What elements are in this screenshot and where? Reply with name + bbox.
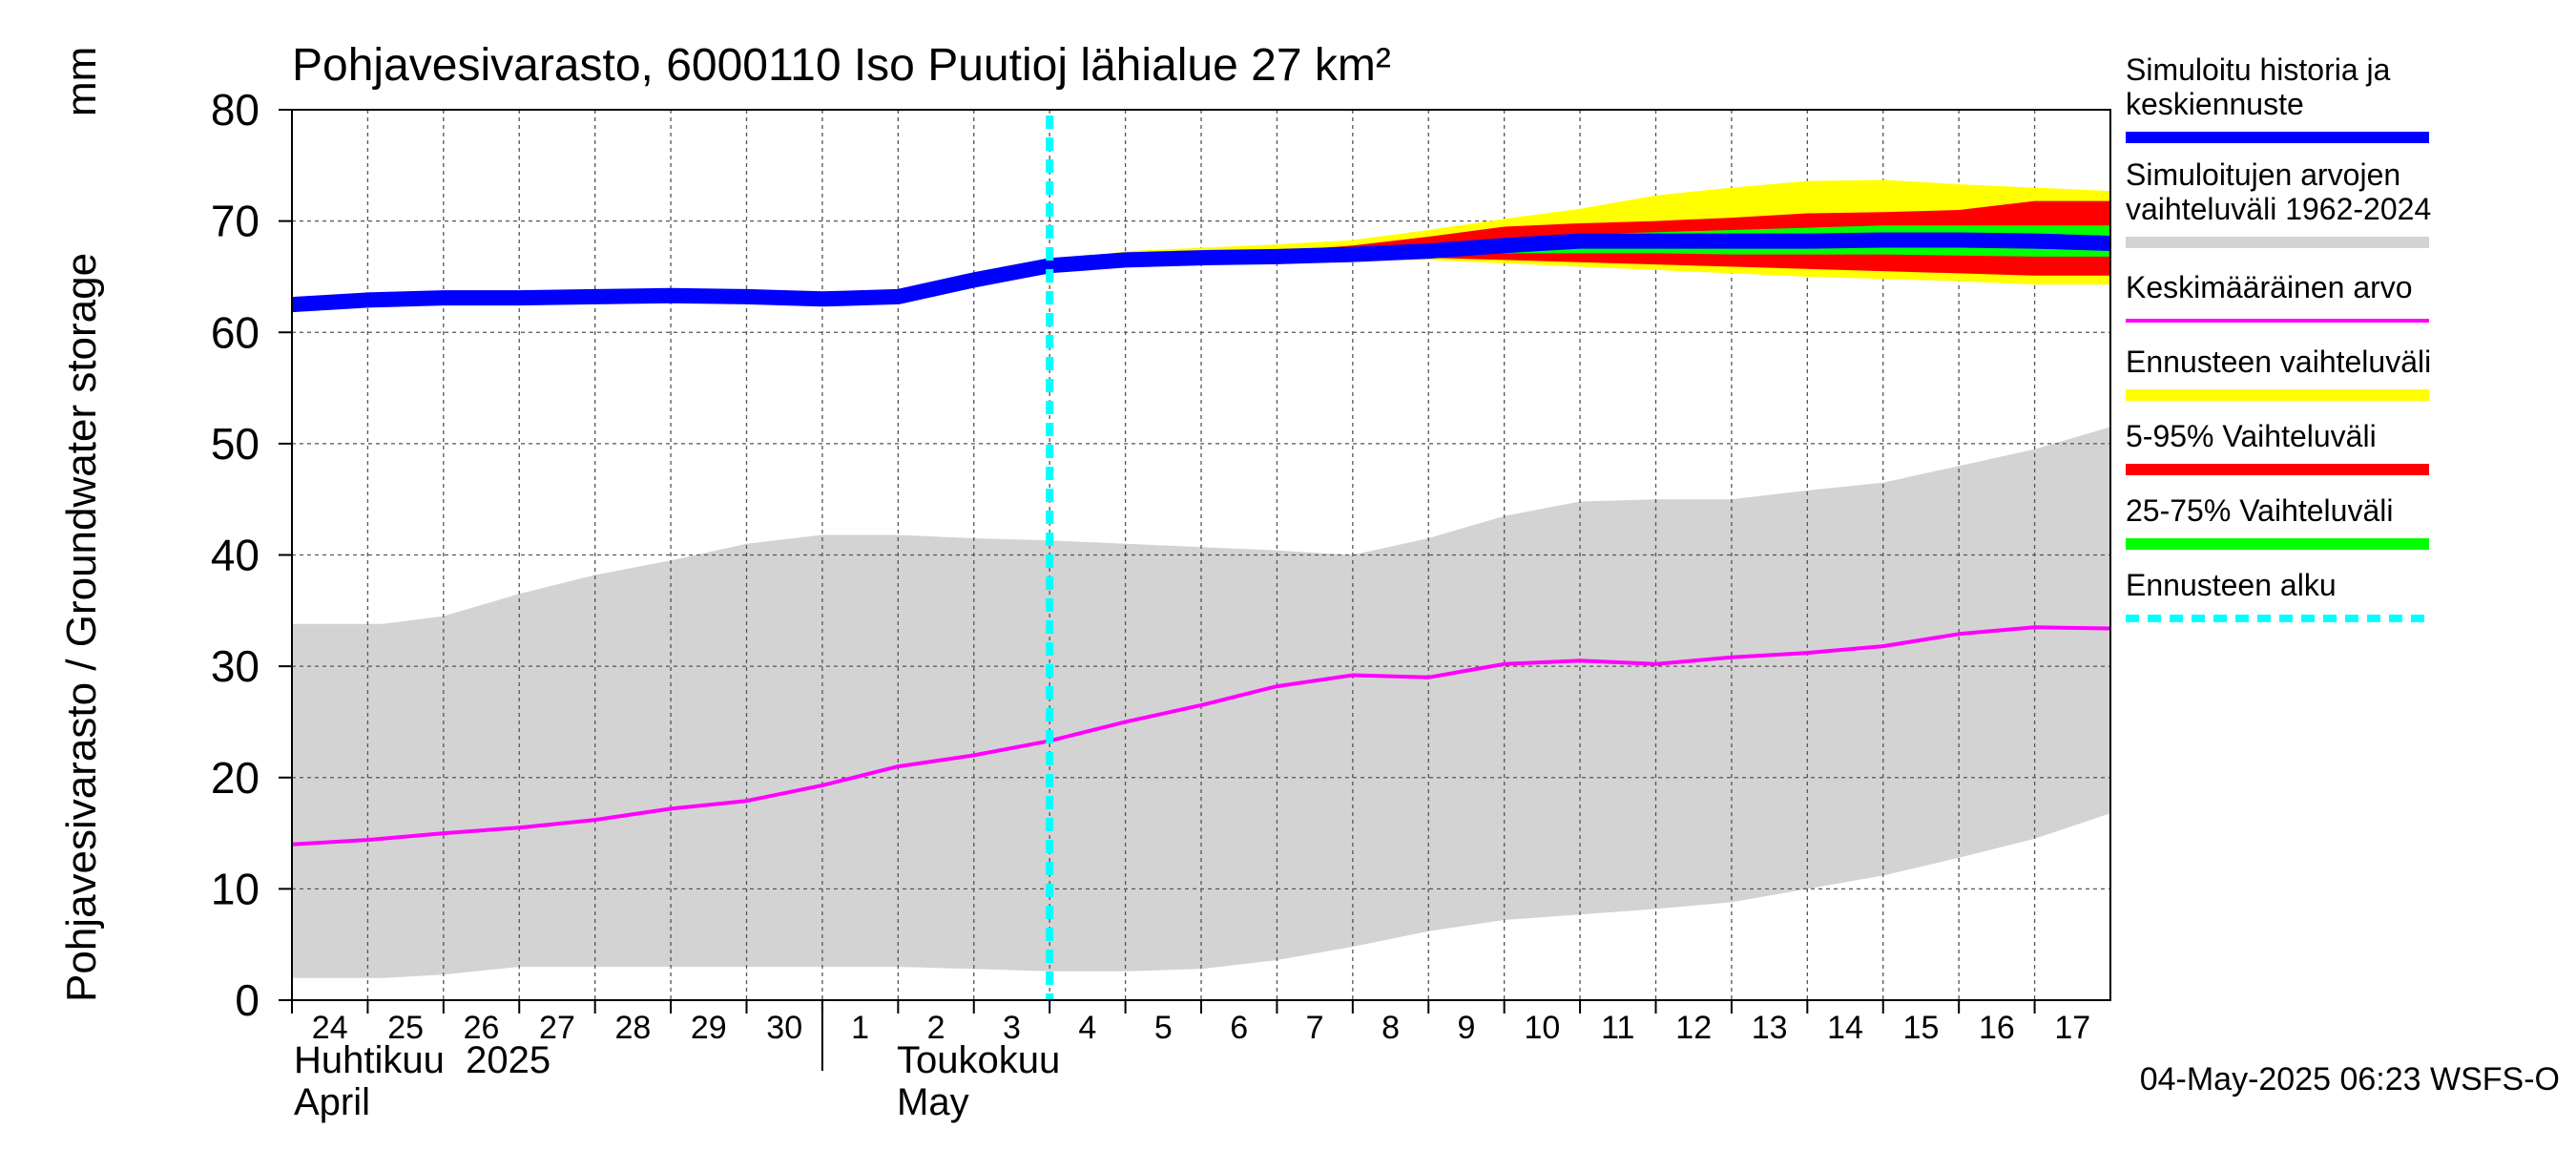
month-label-fi-may: Toukokuu (897, 1039, 1060, 1081)
x-tick-label: 25 (387, 1010, 424, 1046)
y-tick-label: 80 (211, 85, 260, 135)
x-tick-label: 14 (1827, 1010, 1863, 1046)
chart-title: Pohjavesivarasto, 6000110 Iso Puutioj lä… (292, 40, 1391, 91)
legend-label: Keskimääräinen arvo (2126, 270, 2413, 304)
x-tick-label: 28 (614, 1010, 651, 1046)
x-tick-label: 30 (766, 1010, 802, 1046)
legend-label: Ennusteen vaihteluväli (2126, 345, 2431, 379)
x-tick-label: 13 (1752, 1010, 1788, 1046)
simulated-line (291, 232, 2111, 313)
x-tick-label: 17 (2054, 1010, 2090, 1046)
footer-timestamp: 04-May-2025 06:23 WSFS-O (2140, 1061, 2560, 1098)
x-tick-label: 29 (691, 1010, 727, 1046)
historical-range-band (292, 427, 2110, 978)
y-tick-label: 10 (211, 864, 260, 913)
x-tick-label: 15 (1903, 1010, 1940, 1046)
bands-layer (292, 427, 2110, 978)
legend-label: Simuloitu historia ja (2126, 52, 2391, 87)
x-tick-label: 9 (1457, 1010, 1475, 1046)
y-axis-label: Pohjavesivarasto / Groundwater storage (58, 253, 105, 1002)
x-tick-label: 11 (1601, 1010, 1634, 1046)
x-tick-label: 6 (1230, 1010, 1248, 1046)
legend-label: Ennusteen alku (2126, 568, 2337, 602)
y-tick-label: 20 (211, 753, 260, 803)
month-label-fi-april: Huhtikuu 2025 (294, 1039, 551, 1081)
lines-layer (291, 115, 2111, 1000)
y-tick-label: 30 (211, 641, 260, 691)
legend-label: Simuloitujen arvojen (2126, 157, 2400, 192)
x-tick-label: 7 (1306, 1010, 1324, 1046)
y-axis-unit: mm (58, 47, 105, 116)
legend-label: 25-75% Vaihteluväli (2126, 493, 2393, 528)
x-tick-label: 5 (1154, 1010, 1173, 1046)
legend-label: keskiennuste (2126, 87, 2304, 121)
y-tick-label: 50 (211, 419, 260, 469)
x-tick-label: 26 (464, 1010, 500, 1046)
x-tick-label: 3 (1003, 1010, 1021, 1046)
x-tick-label: 1 (851, 1010, 869, 1046)
y-tick-label: 60 (211, 307, 260, 357)
legend-label: vaihteluväli 1962-2024 (2126, 192, 2431, 226)
x-tick-label: 24 (312, 1010, 348, 1046)
x-tick-label: 27 (539, 1010, 575, 1046)
month-label-en-april: April (294, 1081, 370, 1123)
month-label-en-may: May (897, 1081, 969, 1123)
x-tick-label: 2 (927, 1010, 945, 1046)
y-tick-label: 70 (211, 197, 260, 246)
x-tick-label: 12 (1675, 1010, 1712, 1046)
y-tick-label: 0 (235, 975, 260, 1025)
x-tick-label: 8 (1381, 1010, 1400, 1046)
legend-label: 5-95% Vaihteluväli (2126, 419, 2377, 453)
x-tick-label: 4 (1078, 1010, 1096, 1046)
x-tick-label: 10 (1524, 1010, 1560, 1046)
mean-value-line (291, 625, 2111, 847)
y-tick-label: 40 (211, 531, 260, 580)
x-tick-label: 16 (1979, 1010, 2015, 1046)
